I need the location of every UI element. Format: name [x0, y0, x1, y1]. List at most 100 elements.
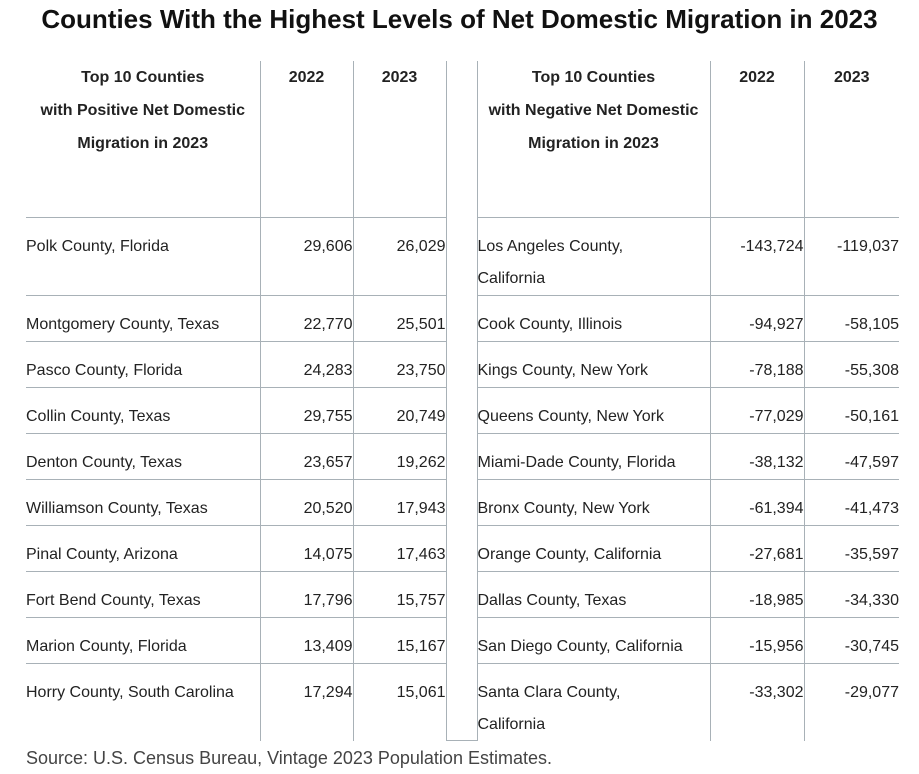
positive-county: Pinal County, Arizona: [26, 524, 261, 571]
positive-value-2023: 19,262: [353, 432, 446, 479]
positive-county: Collin County, Texas: [26, 386, 261, 433]
negative-county-line: Santa Clara County,: [477, 683, 621, 701]
negative-value-2022: -18,985: [710, 570, 805, 617]
negative-value-2023: -47,597: [804, 432, 899, 479]
negative-county-line: California: [477, 269, 546, 287]
positive-heading-line: with Positive Net Domestic: [40, 102, 246, 119]
migration-table: Top 10 Counties with Positive Net Domest…: [26, 61, 899, 741]
table-row: Polk County, Florida 29,606 26,029 Los A…: [26, 216, 899, 295]
table-gap: [445, 61, 478, 217]
table-row: Pasco County, Florida 24,283 23,750 King…: [26, 340, 899, 387]
positive-county: Williamson County, Texas: [26, 478, 261, 525]
table-gap: [445, 341, 478, 387]
negative-county: Queens County, New York: [477, 386, 711, 433]
table-gap: [445, 525, 478, 571]
positive-value-2022: 29,755: [260, 386, 354, 433]
table-row: Williamson County, Texas 20,520 17,943 B…: [26, 478, 899, 525]
positive-county: Montgomery County, Texas: [26, 294, 261, 341]
positive-value-2023: 26,029: [353, 216, 446, 295]
negative-value-2022: -78,188: [710, 340, 805, 387]
table-gap: [445, 295, 478, 341]
negative-county: Los Angeles County, California: [477, 216, 711, 295]
negative-col-2023-header: 2023: [833, 69, 870, 86]
negative-value-2023: -41,473: [804, 478, 899, 525]
negative-heading: Top 10 Counties with Negative Net Domest…: [477, 61, 711, 217]
negative-value-2022: -94,927: [710, 294, 805, 341]
table-row: Denton County, Texas 23,657 19,262 Miami…: [26, 432, 899, 479]
positive-value-2022: 17,796: [260, 570, 354, 617]
positive-value-2022: 23,657: [260, 432, 354, 479]
negative-county: Miami-Dade County, Florida: [477, 432, 711, 479]
negative-county: Cook County, Illinois: [477, 294, 711, 341]
table-gap: [445, 433, 478, 479]
negative-value-2022: -15,956: [710, 616, 805, 663]
source-note: Source: U.S. Census Bureau, Vintage 2023…: [26, 748, 552, 768]
negative-value-2022: -33,302: [710, 662, 805, 741]
negative-value-2023: -58,105: [804, 294, 899, 341]
negative-value-2023: -35,597: [804, 524, 899, 571]
positive-value-2023: 17,463: [353, 524, 446, 571]
negative-value-2023: -30,745: [804, 616, 899, 663]
positive-heading: Top 10 Counties with Positive Net Domest…: [26, 61, 261, 217]
negative-heading-line: with Negative Net Domestic: [488, 102, 699, 119]
table-gap: [445, 663, 478, 741]
positive-value-2023: 15,061: [353, 662, 446, 741]
negative-value-2022: -77,029: [710, 386, 805, 433]
negative-value-2023: -119,037: [804, 216, 899, 295]
table-row: Fort Bend County, Texas 17,796 15,757 Da…: [26, 570, 899, 617]
negative-value-2023: -50,161: [804, 386, 899, 433]
positive-col-2023-header: 2023: [381, 69, 418, 86]
positive-heading-line: Migration in 2023: [77, 135, 209, 152]
negative-value-2023: -29,077: [804, 662, 899, 741]
negative-county: Orange County, California: [477, 524, 711, 571]
positive-value-2022: 29,606: [260, 216, 354, 295]
negative-col-2022-header: 2022: [710, 61, 805, 217]
negative-county: San Diego County, California: [477, 616, 711, 663]
page-title: Counties With the Highest Levels of Net …: [41, 4, 878, 34]
table-gap: [445, 217, 478, 295]
table-row: Horry County, South Carolina 17,294 15,0…: [26, 662, 899, 741]
positive-county: Polk County, Florida: [26, 216, 261, 295]
positive-value-2022: 17,294: [260, 662, 354, 741]
negative-county-line: Los Angeles County,: [477, 237, 624, 255]
table-gap: [445, 479, 478, 525]
positive-county: Marion County, Florida: [26, 616, 261, 663]
positive-value-2023: 15,757: [353, 570, 446, 617]
positive-value-2022: 20,520: [260, 478, 354, 525]
negative-value-2023: -55,308: [804, 340, 899, 387]
table-gap: [445, 571, 478, 617]
positive-county: Horry County, South Carolina: [26, 662, 261, 741]
table-row: Montgomery County, Texas 22,770 25,501 C…: [26, 294, 899, 341]
negative-county: Bronx County, New York: [477, 478, 711, 525]
table-row: Collin County, Texas 29,755 20,749 Queen…: [26, 386, 899, 433]
positive-county: Denton County, Texas: [26, 432, 261, 479]
negative-county: Dallas County, Texas: [477, 570, 711, 617]
table-gap: [445, 387, 478, 433]
negative-value-2022: -27,681: [710, 524, 805, 571]
positive-value-2022: 24,283: [260, 340, 354, 387]
table-row: Marion County, Florida 13,409 15,167 San…: [26, 616, 899, 663]
positive-value-2023: 20,749: [353, 386, 446, 433]
positive-col-2022-header: 2022: [260, 61, 354, 217]
positive-heading-line: Top 10 Counties: [81, 69, 205, 86]
positive-value-2023: 25,501: [353, 294, 446, 341]
positive-county: Pasco County, Florida: [26, 340, 261, 387]
negative-county-line: California: [477, 715, 546, 733]
negative-county: Kings County, New York: [477, 340, 711, 387]
negative-value-2023: -34,330: [804, 570, 899, 617]
positive-value-2022: 14,075: [260, 524, 354, 571]
table-gap: [445, 617, 478, 663]
positive-value-2023: 15,167: [353, 616, 446, 663]
negative-heading-line: Migration in 2023: [528, 135, 659, 152]
positive-value-2023: 23,750: [353, 340, 446, 387]
positive-value-2023: 17,943: [353, 478, 446, 525]
negative-value-2022: -61,394: [710, 478, 805, 525]
table-header-row: Top 10 Counties with Positive Net Domest…: [26, 61, 899, 217]
negative-value-2022: -143,724: [710, 216, 805, 295]
positive-value-2022: 22,770: [260, 294, 354, 341]
negative-value-2022: -38,132: [710, 432, 805, 479]
negative-heading-line: Top 10 Counties: [531, 69, 656, 86]
positive-county: Fort Bend County, Texas: [26, 570, 261, 617]
positive-value-2022: 13,409: [260, 616, 354, 663]
table-row: Pinal County, Arizona 14,075 17,463 Oran…: [26, 524, 899, 571]
